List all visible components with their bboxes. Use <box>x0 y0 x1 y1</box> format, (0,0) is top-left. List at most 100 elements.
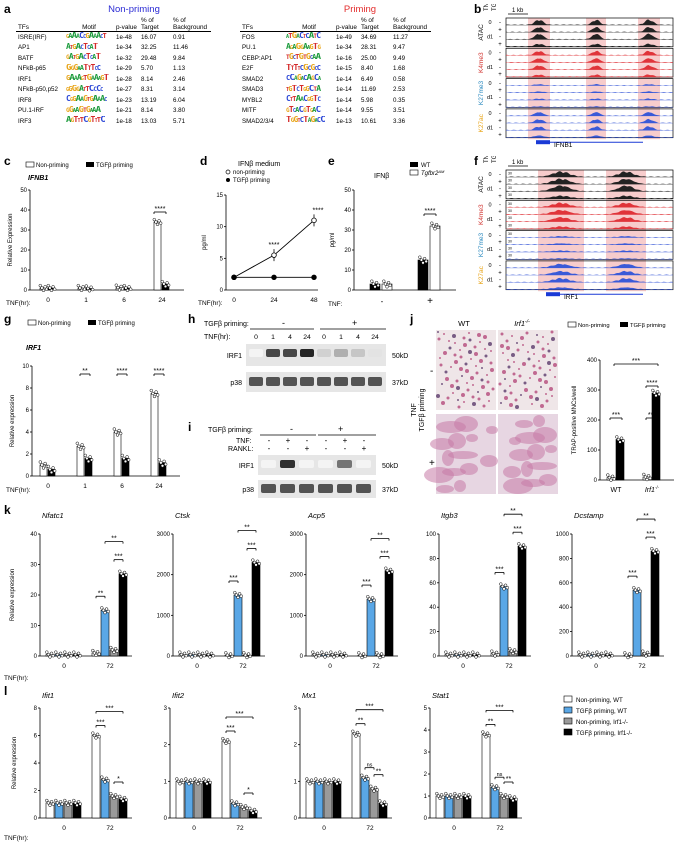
bar <box>175 781 185 819</box>
motif-logo-image: TGTCTGGCTA <box>286 84 321 93</box>
significance-label: *** <box>495 704 503 711</box>
data-point <box>54 798 58 803</box>
significance-label: *** <box>105 706 113 713</box>
x-tick-label: 72 <box>496 825 504 832</box>
bar <box>150 393 159 477</box>
data-point <box>196 650 200 654</box>
tnf-time: d1 <box>487 126 493 132</box>
data-point <box>629 654 633 659</box>
motif-logo: GATGACTCAT <box>64 53 114 64</box>
data-point <box>369 784 373 788</box>
y-tick-label: 30 <box>344 228 351 234</box>
tnf-time: 0 <box>488 81 491 87</box>
data-point <box>632 586 636 590</box>
lane-rankl: + <box>362 444 367 453</box>
y-tick-label: 30 <box>30 563 37 569</box>
data-point <box>586 650 590 654</box>
x-axis-label: TNF(hr): <box>4 835 29 842</box>
data-point <box>184 777 188 781</box>
stained-cell <box>462 336 466 340</box>
stained-cell <box>475 371 479 375</box>
motif-logo: GGAAGTGAAA <box>64 106 114 117</box>
data-point <box>205 782 209 786</box>
stained-cell <box>484 348 486 350</box>
stained-cell <box>481 385 485 389</box>
data-point <box>124 286 128 290</box>
pct-background: 1.68 <box>392 65 406 73</box>
genome-tracks-irf1: TNFTGFβ1 kbATAC0-30+30d1-30+30K4me30-30+… <box>478 156 674 301</box>
stained-cell <box>455 379 459 383</box>
data-point <box>58 800 63 804</box>
lane-label: 0 <box>322 334 326 341</box>
data-point <box>615 435 619 439</box>
stained-cell <box>535 397 539 401</box>
stained-cell <box>522 362 526 366</box>
p-value: 1e-48 <box>116 33 132 41</box>
stained-cell <box>466 388 470 392</box>
gene-name: IRF1 <box>564 294 578 301</box>
track-ymax: 30 <box>508 186 512 190</box>
data-point <box>49 800 54 804</box>
tgfb-sign: - <box>499 187 501 193</box>
data-point <box>91 731 95 735</box>
coverage-track <box>506 226 673 230</box>
data-point <box>500 794 505 798</box>
data-point <box>46 464 50 469</box>
tgfb-sign: + <box>498 27 502 33</box>
x-tick-label: 24 <box>270 297 278 304</box>
data-point <box>122 795 127 800</box>
data-point <box>606 473 610 477</box>
bar <box>366 598 376 657</box>
track-group-label: ATAC <box>478 24 485 41</box>
data-point <box>447 796 451 801</box>
track-ymax: 30 <box>508 172 512 176</box>
data-point <box>370 787 375 791</box>
motif-table-priming: Priming TFs Motif p-value % of Target % … <box>240 4 470 127</box>
gene-title: Ifit1 <box>42 691 54 700</box>
significance-label: *** <box>632 358 640 365</box>
data-point <box>249 809 254 813</box>
tf-name: CEBP:AP1 <box>242 54 273 62</box>
data-point <box>157 458 161 462</box>
data-point <box>490 649 494 653</box>
stained-cell <box>536 334 538 336</box>
blot-band <box>356 460 371 468</box>
column-header-wt: WT <box>458 319 470 328</box>
stained-cell <box>504 396 508 400</box>
y-tick-label: 0 <box>594 478 598 484</box>
y-tick-label: 200 <box>559 630 570 636</box>
bar <box>233 594 243 657</box>
stained-cell <box>518 368 520 370</box>
data-point <box>118 794 122 798</box>
data-point <box>115 433 120 437</box>
tnf-time: d1 <box>487 278 493 284</box>
stained-cell <box>547 343 549 345</box>
data-point <box>181 780 185 785</box>
osteoclast-cell <box>545 445 557 453</box>
data-point <box>104 776 109 780</box>
data-point <box>193 777 197 781</box>
panel-label-c: c <box>4 154 11 168</box>
p-value: 1e-28 <box>116 75 132 83</box>
bar <box>202 781 212 819</box>
legend-marker <box>225 169 231 175</box>
stained-cell <box>465 369 469 373</box>
x-tick-label: 48 <box>310 297 318 304</box>
stained-cell <box>520 394 522 396</box>
pct-background: 11.27 <box>392 33 408 41</box>
significance-label: * <box>117 776 120 783</box>
data-point <box>224 651 228 655</box>
motif-logo-image: AGTTTCGTTTC <box>66 116 106 125</box>
stained-cell <box>441 383 443 385</box>
data-point <box>57 803 61 807</box>
data-point <box>642 472 646 477</box>
coverage-track <box>506 84 673 86</box>
data-point <box>457 651 462 655</box>
y-tick-label: 6 <box>26 408 30 414</box>
data-point <box>78 802 82 806</box>
x-tick-label: 0 <box>195 663 199 670</box>
significance-label: *** <box>628 570 636 577</box>
data-point <box>311 650 315 654</box>
table-row: MYBL2 CTTAACGGTC 1e-14 5.98 0.35 <box>240 95 431 106</box>
motif-logo-image: GATGACTCAT <box>66 53 101 62</box>
